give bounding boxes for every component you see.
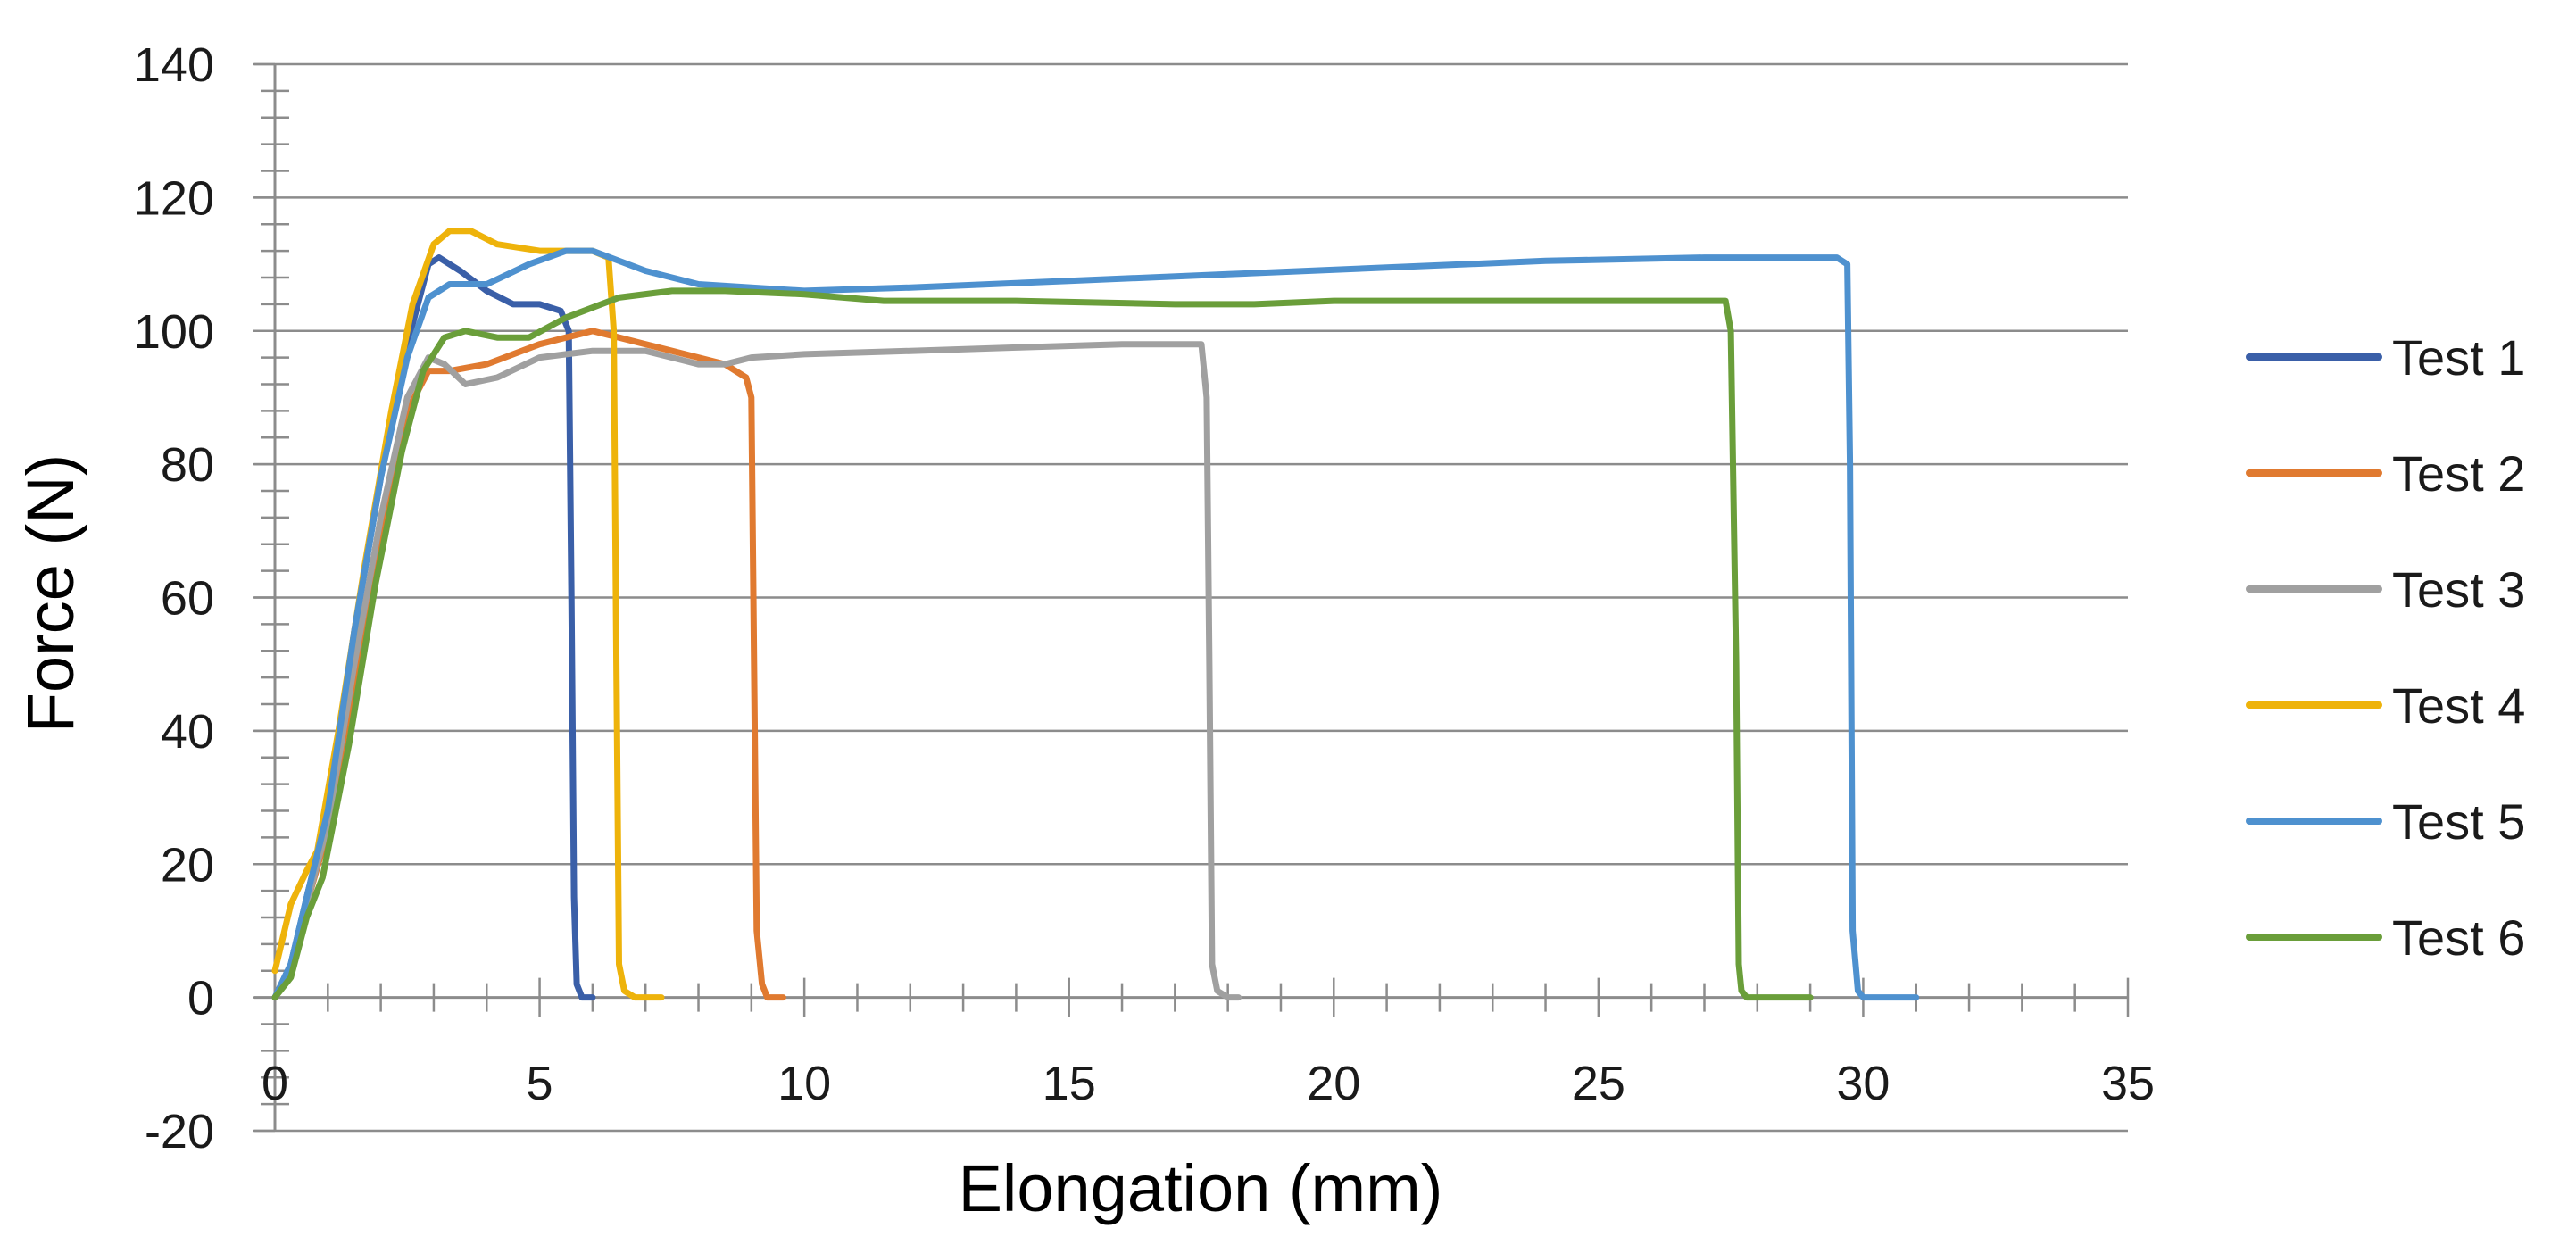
x-tick-label: 5 (527, 1057, 553, 1110)
gridlines (254, 62, 2128, 1133)
x-tick-label: 0 (262, 1057, 288, 1110)
y-tick-label: 0 (187, 972, 214, 1025)
series-line-4 (271, 228, 665, 1001)
series-line-3 (271, 341, 1242, 1001)
x-tick-label: 25 (1572, 1057, 1625, 1110)
y-tick-label: -20 (145, 1105, 214, 1158)
y-tick-label: 40 (161, 705, 214, 759)
y-tick-label: 20 (161, 838, 214, 892)
x-tick-label: 20 (1307, 1057, 1360, 1110)
legend-label-1: Test 1 (2392, 329, 2525, 386)
legend-label-4: Test 4 (2392, 677, 2525, 734)
y-tick-label: 60 (161, 572, 214, 626)
legend-label-5: Test 5 (2392, 793, 2525, 850)
y-tick-label: 120 (134, 171, 214, 225)
legend-label-6: Test 6 (2392, 909, 2525, 966)
tick-labels: -20 0 20 40 60 80 100 120 140 0 5 10 15 20 25 30 35 (134, 38, 2155, 1158)
x-tick-label: 15 (1043, 1057, 1096, 1110)
y-tick-label: 100 (134, 305, 214, 359)
x-tick-label: 10 (777, 1057, 831, 1110)
legend-label-2: Test 2 (2392, 445, 2525, 502)
series-line-5 (271, 247, 1920, 1001)
x-axis-title: Elongation (mm) (959, 1151, 1443, 1225)
series-lines (271, 228, 1920, 1001)
y-tick-label: 80 (161, 438, 214, 492)
x-tick-label: 35 (2101, 1057, 2155, 1110)
series-line-6 (271, 287, 1814, 1001)
legend: Test 1 Test 2 Test 3 Test 4 Test 5 Test 6 (2246, 329, 2525, 966)
legend-label-3: Test 3 (2392, 561, 2525, 618)
x-tick-label: 30 (1836, 1057, 1890, 1110)
y-tick-label: 140 (134, 38, 214, 92)
y-axis-title: Force (N) (13, 454, 87, 733)
axes (253, 62, 2130, 1133)
